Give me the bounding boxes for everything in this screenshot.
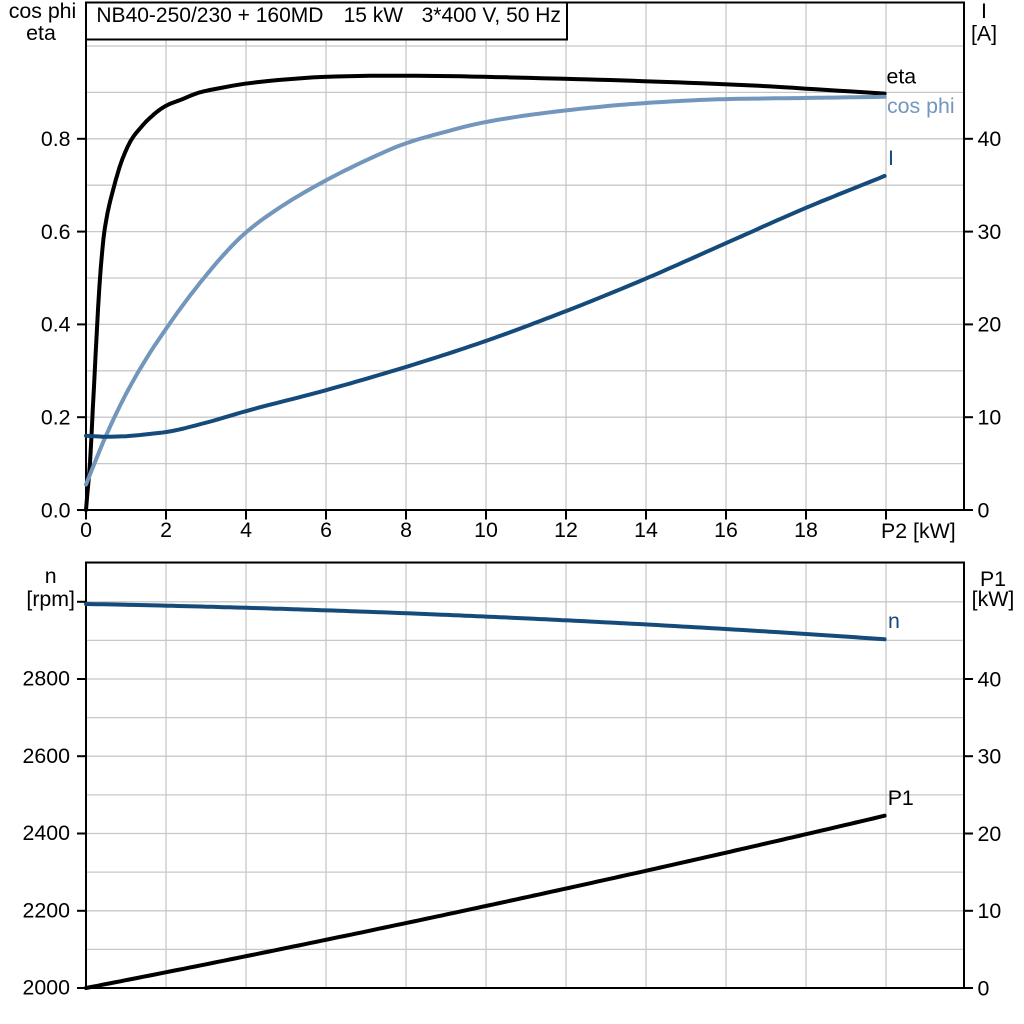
svg-text:[A]: [A]	[971, 22, 997, 46]
svg-text:14: 14	[634, 518, 658, 542]
svg-text:2400: 2400	[23, 821, 71, 845]
svg-text:0.6: 0.6	[41, 220, 71, 244]
svg-text:0.2: 0.2	[41, 406, 71, 430]
svg-text:eta: eta	[26, 21, 56, 45]
svg-text:P1: P1	[888, 786, 914, 810]
svg-text:20: 20	[978, 313, 1002, 337]
svg-text:I: I	[888, 146, 894, 170]
svg-text:6: 6	[320, 518, 332, 542]
svg-text:0: 0	[978, 976, 990, 1000]
svg-text:10: 10	[978, 406, 1002, 430]
svg-text:40: 40	[978, 127, 1002, 151]
svg-text:10: 10	[978, 899, 1002, 923]
svg-text:15 kW: 15 kW	[344, 4, 404, 27]
svg-text:18: 18	[794, 518, 818, 542]
svg-text:4: 4	[240, 518, 252, 542]
svg-text:2: 2	[160, 518, 172, 542]
svg-text:cos phi: cos phi	[887, 94, 955, 118]
svg-text:0: 0	[80, 518, 92, 542]
svg-text:0.4: 0.4	[41, 313, 71, 337]
svg-text:30: 30	[978, 220, 1002, 244]
svg-text:8: 8	[400, 518, 412, 542]
svg-text:16: 16	[714, 518, 738, 542]
svg-text:P2 [kW]: P2 [kW]	[881, 519, 956, 543]
svg-text:30: 30	[978, 745, 1002, 769]
svg-text:2800: 2800	[23, 667, 71, 691]
svg-text:[kW]: [kW]	[972, 587, 1015, 611]
svg-text:2000: 2000	[23, 976, 71, 1000]
svg-text:20: 20	[978, 822, 1002, 846]
svg-text:0.8: 0.8	[41, 127, 71, 151]
svg-text:2600: 2600	[23, 744, 71, 768]
svg-text:12: 12	[554, 518, 578, 542]
svg-text:NB40-250/230 + 160MD: NB40-250/230 + 160MD	[96, 4, 323, 27]
svg-text:I: I	[981, 0, 987, 23]
svg-text:3*400 V, 50 Hz: 3*400 V, 50 Hz	[422, 4, 561, 27]
svg-text:2200: 2200	[23, 898, 71, 922]
svg-text:0: 0	[978, 498, 990, 522]
svg-text:P1: P1	[980, 567, 1006, 591]
svg-text:[rpm]: [rpm]	[26, 587, 75, 611]
svg-text:cos phi: cos phi	[9, 0, 77, 23]
svg-text:40: 40	[978, 667, 1002, 691]
svg-text:eta: eta	[887, 65, 917, 89]
svg-text:n: n	[888, 609, 900, 633]
svg-text:n: n	[45, 564, 57, 588]
svg-text:0.0: 0.0	[41, 498, 71, 522]
svg-text:10: 10	[474, 518, 498, 542]
